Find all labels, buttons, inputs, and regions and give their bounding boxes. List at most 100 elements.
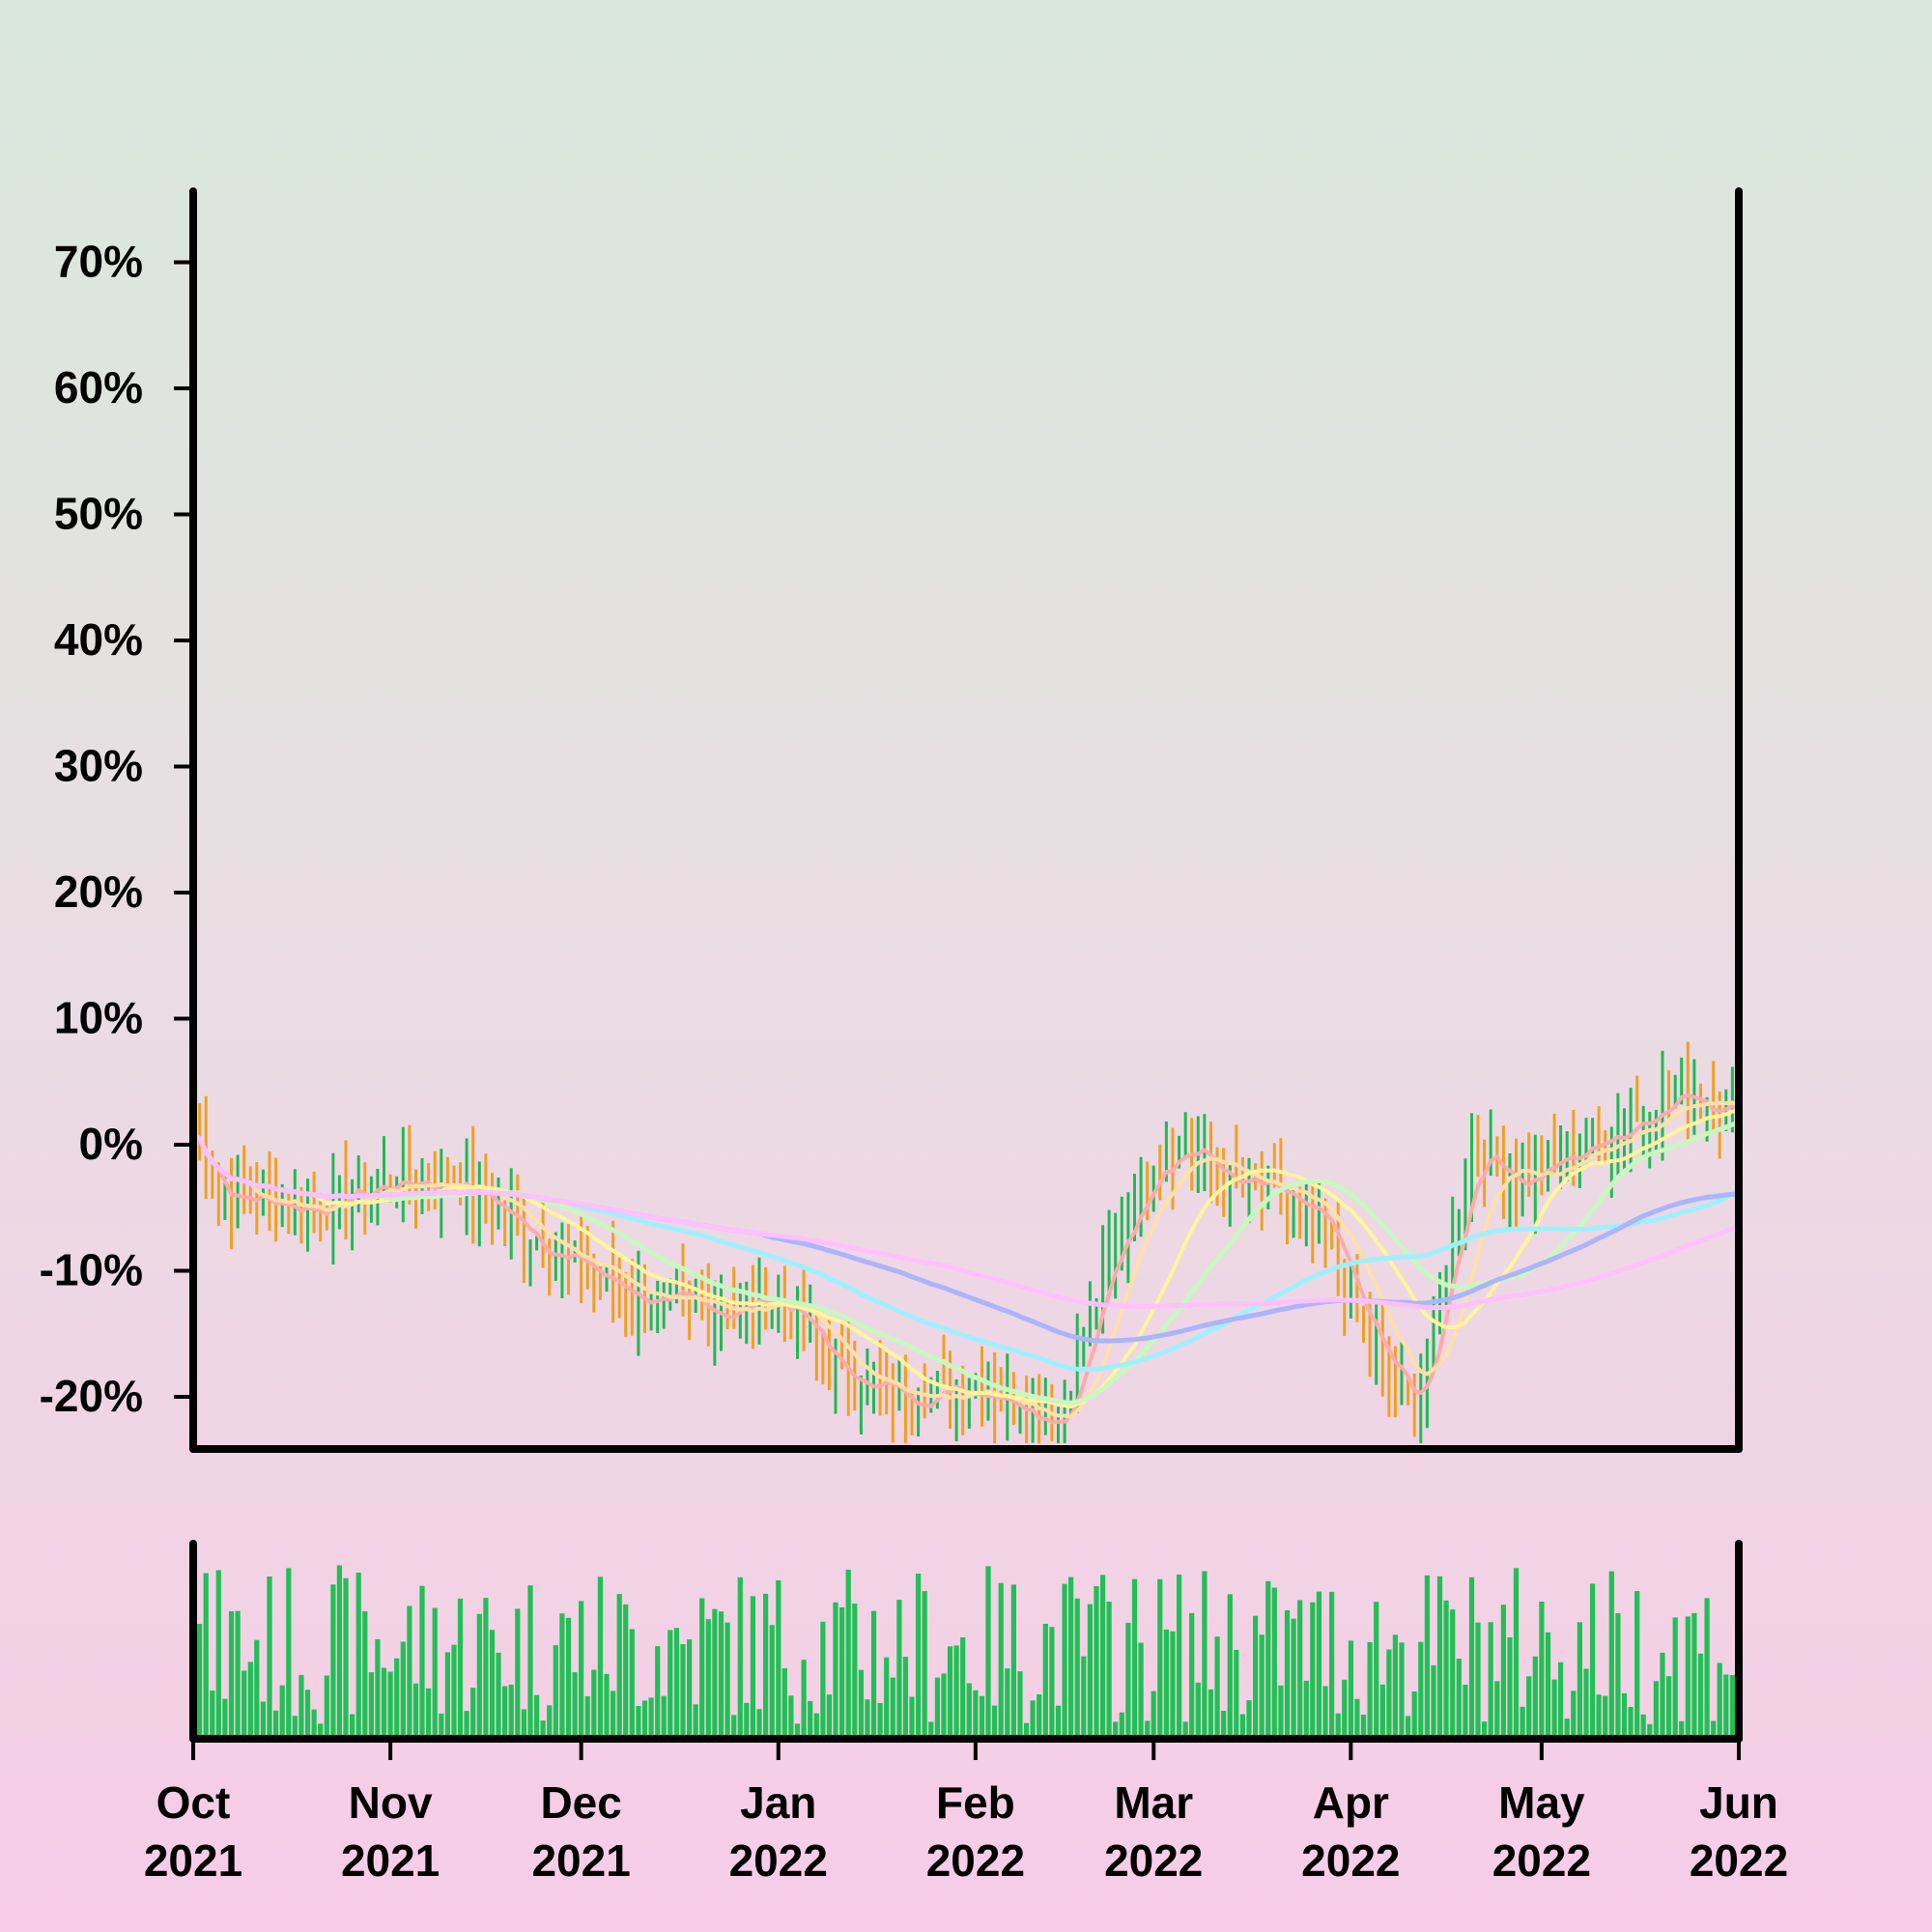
volume-bar-50	[508, 1684, 514, 1739]
volume-bar-121	[960, 1637, 966, 1739]
volume-bar-169	[1265, 1580, 1271, 1739]
volume-bar-108	[877, 1702, 883, 1739]
volume-bar-122	[966, 1683, 972, 1739]
volume-bar-225	[1621, 1692, 1628, 1739]
volume-bar-179	[1329, 1591, 1335, 1739]
volume-bar-118	[941, 1673, 947, 1739]
volume-bar-82	[712, 1608, 718, 1739]
y-tick-label-8: 60%	[54, 362, 143, 412]
volume-bar-231	[1660, 1652, 1665, 1739]
volume-bar-110	[890, 1677, 895, 1739]
volume-bar-23	[336, 1565, 342, 1739]
volume-bar-226	[1628, 1707, 1634, 1739]
ma-line-90	[193, 1130, 1739, 1344]
volume-bar-70	[636, 1706, 641, 1739]
volume-bar-51	[515, 1608, 521, 1739]
volume-bar-9	[247, 1662, 253, 1739]
volume-bar-73	[655, 1646, 661, 1739]
volume-bar-98	[813, 1713, 819, 1739]
volume-bar-124	[979, 1695, 985, 1739]
volume-bar-57	[553, 1645, 558, 1739]
volume-bar-130	[1017, 1671, 1023, 1739]
volume-bar-103	[845, 1569, 851, 1739]
volume-bar-234	[1679, 1720, 1685, 1739]
volume-bar-199	[1456, 1659, 1462, 1739]
volume-bar-174	[1297, 1600, 1303, 1739]
x-tick-label-month-1: Nov	[349, 1777, 433, 1828]
volume-bar-215	[1558, 1662, 1564, 1739]
volume-bar-197	[1443, 1600, 1449, 1739]
volume-bar-13	[273, 1710, 279, 1739]
volume-bar-54	[534, 1694, 540, 1739]
volume-bar-114	[916, 1574, 922, 1739]
volume-bar-171	[1278, 1685, 1284, 1739]
volume-bar-40	[444, 1652, 450, 1739]
volume-bar-12	[267, 1577, 272, 1739]
volume-bar-107	[870, 1610, 877, 1739]
x-tick-label-month-0: Oct	[156, 1777, 231, 1828]
volume-bar-223	[1608, 1571, 1614, 1739]
volume-bar-204	[1488, 1622, 1493, 1739]
y-tick-label-4: 20%	[54, 867, 143, 917]
volume-bar-160	[1208, 1689, 1214, 1739]
volume-bar-10	[254, 1639, 260, 1739]
volume-bar-163	[1227, 1594, 1233, 1739]
volume-bar-236	[1691, 1612, 1697, 1739]
volume-bar-33	[400, 1641, 406, 1739]
volume-bar-97	[808, 1700, 813, 1739]
volume-bar-2	[203, 1573, 209, 1739]
volume-bar-211	[1532, 1656, 1538, 1739]
volume-bar-86	[737, 1577, 743, 1739]
volume-bar-96	[801, 1660, 807, 1739]
volume-bar-39	[439, 1713, 444, 1739]
volume-bar-239	[1711, 1720, 1717, 1739]
volume-bar-53	[527, 1585, 533, 1739]
candles	[193, 1041, 1739, 1443]
volume-bar-195	[1431, 1664, 1436, 1739]
volume-bar-46	[483, 1598, 489, 1739]
volume-bar-153	[1163, 1629, 1169, 1739]
volume-bar-113	[909, 1696, 915, 1739]
volume-bar-27	[362, 1611, 368, 1739]
volume-bar-218	[1577, 1622, 1582, 1739]
volume-bar-56	[547, 1705, 553, 1739]
volume-bar-170	[1271, 1587, 1277, 1739]
volume-bar-238	[1704, 1598, 1710, 1739]
volume-bar-221	[1596, 1694, 1602, 1739]
volume-bar-233	[1672, 1617, 1678, 1739]
volume-bar-61	[579, 1601, 584, 1739]
volume-bar-151	[1151, 1690, 1156, 1739]
volume-bar-120	[953, 1645, 959, 1739]
volume-bar-5	[222, 1698, 228, 1739]
y-tick-label-3: 10%	[54, 993, 143, 1043]
volume-bar-154	[1170, 1631, 1176, 1739]
x-tick-label-year-6: 2022	[1301, 1835, 1400, 1886]
volume-bar-224	[1615, 1613, 1621, 1739]
y-tick-label-9: 70%	[54, 237, 143, 287]
volume-bar-228	[1640, 1714, 1646, 1739]
volume-bar-65	[604, 1673, 610, 1739]
volume-bar-58	[559, 1613, 565, 1739]
volume-bar-203	[1482, 1721, 1488, 1739]
volume-bar-147	[1125, 1622, 1131, 1739]
volume-bar-173	[1291, 1618, 1296, 1739]
volume-bar-192	[1411, 1691, 1417, 1739]
y-tick-label-0: -20%	[40, 1371, 143, 1421]
volume-bar-212	[1539, 1602, 1545, 1739]
volume-bar-220	[1590, 1583, 1596, 1739]
volume-bar-200	[1463, 1685, 1468, 1739]
volume-bar-183	[1354, 1698, 1360, 1739]
volume-bar-19	[311, 1709, 317, 1739]
volume-bar-144	[1106, 1602, 1112, 1739]
volume-bar-78	[687, 1639, 693, 1739]
volume-bar-240	[1717, 1662, 1722, 1739]
volume-bar-119	[947, 1646, 953, 1739]
volume-bar-41	[451, 1644, 457, 1739]
volume-bar-60	[572, 1672, 578, 1739]
volume-bar-26	[355, 1573, 361, 1739]
x-tick-label-month-5: Mar	[1114, 1777, 1193, 1828]
volume-bar-21	[324, 1675, 329, 1739]
x-tick-label-month-6: Apr	[1313, 1777, 1389, 1828]
x-tick-label-year-1: 2021	[341, 1835, 440, 1886]
